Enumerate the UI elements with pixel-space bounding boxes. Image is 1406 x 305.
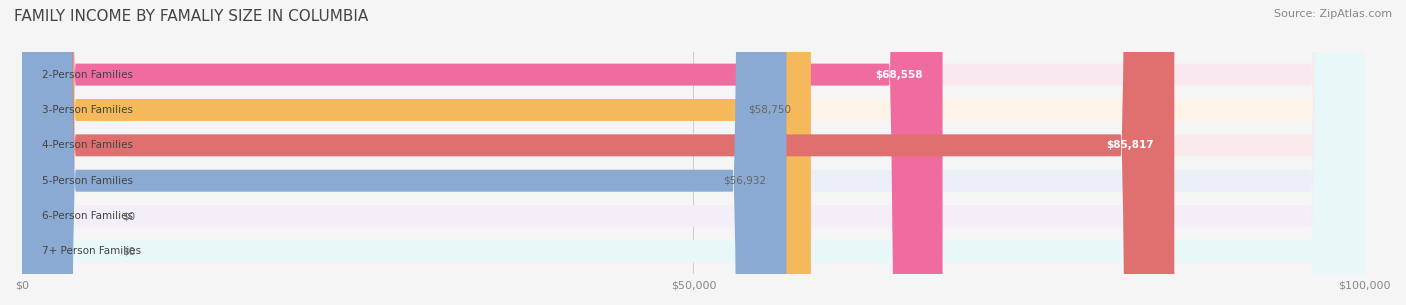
Text: 5-Person Families: 5-Person Families [42,176,134,186]
Text: 7+ Person Families: 7+ Person Families [42,246,141,257]
FancyBboxPatch shape [22,0,1365,305]
Text: $85,817: $85,817 [1107,140,1154,150]
FancyBboxPatch shape [22,0,1365,305]
FancyBboxPatch shape [22,0,1365,305]
FancyBboxPatch shape [22,0,1365,305]
Text: $58,750: $58,750 [748,105,790,115]
Text: $0: $0 [122,211,135,221]
Text: $56,932: $56,932 [723,176,766,186]
FancyBboxPatch shape [22,0,786,305]
Text: 4-Person Families: 4-Person Families [42,140,134,150]
Text: FAMILY INCOME BY FAMALIY SIZE IN COLUMBIA: FAMILY INCOME BY FAMALIY SIZE IN COLUMBI… [14,9,368,24]
Text: 3-Person Families: 3-Person Families [42,105,134,115]
Text: Source: ZipAtlas.com: Source: ZipAtlas.com [1274,9,1392,19]
FancyBboxPatch shape [22,0,942,305]
Text: $68,558: $68,558 [875,70,922,80]
FancyBboxPatch shape [22,0,1365,305]
Text: 6-Person Families: 6-Person Families [42,211,134,221]
FancyBboxPatch shape [22,0,1365,305]
Text: $0: $0 [122,246,135,257]
Text: 2-Person Families: 2-Person Families [42,70,134,80]
FancyBboxPatch shape [22,0,811,305]
FancyBboxPatch shape [22,0,1174,305]
